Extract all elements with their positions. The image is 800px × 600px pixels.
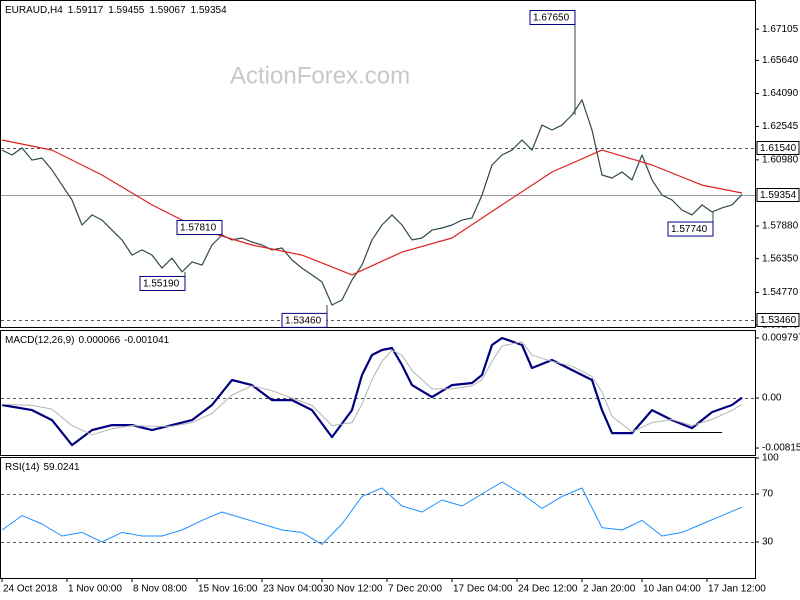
annotation-label: 1.53460 [285,316,322,327]
watermark: ActionForex.com [230,62,410,89]
readout: 0.000066 [78,335,120,346]
x-tick-label: 2 Jan 20:00 [583,584,636,595]
y-tick-label: 70 [762,489,774,500]
series-line [1,481,743,545]
level-box [756,188,800,202]
annotation-box [176,220,223,236]
annotation-label: 1.67650 [533,13,570,24]
y-tick-label: 1.65640 [762,55,799,66]
y-tick-label: 30 [762,537,774,548]
x-tick-label: 15 Nov 16:00 [198,584,258,595]
y-tick-label: -0.008152 [762,443,800,454]
readout: 59.0241 [43,462,80,473]
x-tick-label: 23 Nov 04:00 [263,584,323,595]
rsi-panel [0,457,756,579]
series-line [1,99,743,306]
x-tick-label: 17 Dec 04:00 [453,584,513,595]
level-box [756,313,800,327]
level-label: 1.59354 [760,190,797,201]
x-tick-label: 10 Jan 04:00 [643,584,701,595]
indicator-name: MACD(12,26,9) [5,335,74,346]
ohlc-value: 1.59354 [191,5,228,16]
series-line [1,341,743,436]
y-tick-label: 1.62545 [762,121,799,132]
series-line [1,139,743,276]
panel-title: MACD(12,26,9) 0.000066 -0.001041 [5,335,170,346]
x-tick-label: 1 Nov 00:00 [68,584,122,595]
annotation-box [281,312,328,328]
ohlc-value: 1.59455 [108,5,145,16]
annotation-label: 1.57810 [180,223,217,234]
y-tick-label: 100 [762,453,779,464]
panel-title: RSI(14) 59.0241 [5,462,80,473]
symbol: EURAUD,H4 [5,5,63,16]
indicator-name: RSI(14) [5,462,39,473]
readout: -0.001041 [124,335,169,346]
x-tick-label: 24 Oct 2018 [3,584,58,595]
y-tick-label: 1.54770 [762,287,799,298]
ohlc-value: 1.59117 [68,5,104,16]
level-label: 1.53460 [760,315,797,326]
annotation-label: 1.57740 [671,224,708,235]
y-tick-label: 1.64090 [762,88,799,99]
y-tick-label: 1.56350 [762,253,799,264]
series-line [1,336,743,447]
x-tick-label: 8 Nov 08:00 [133,584,187,595]
y-tick-label: 0.00 [762,393,782,404]
level-label: 1.61540 [760,143,797,154]
annotation-box [529,10,576,26]
y-tick-label: 1.57880 [762,221,799,232]
macd-panel [0,330,756,456]
annotation-box [139,275,186,291]
x-tick-label: 30 Nov 12:00 [323,584,383,595]
x-tick-label: 24 Dec 12:00 [518,584,578,595]
price-panel [0,0,756,328]
y-tick-label: 0.009797 [762,333,800,344]
y-tick-label: 1.67105 [762,24,799,35]
x-tick-label: 7 Dec 20:00 [388,584,442,595]
annotation-label: 1.55190 [143,279,180,290]
annotation-box [667,221,714,237]
x-tick-label: 17 Jan 12:00 [708,584,766,595]
ohlc-value: 1.59067 [149,5,186,16]
y-tick-label: 1.60980 [762,155,799,166]
level-box [756,141,800,155]
header: EURAUD,H4 1.59117 1.59455 1.59067 1.59354 [5,5,227,16]
